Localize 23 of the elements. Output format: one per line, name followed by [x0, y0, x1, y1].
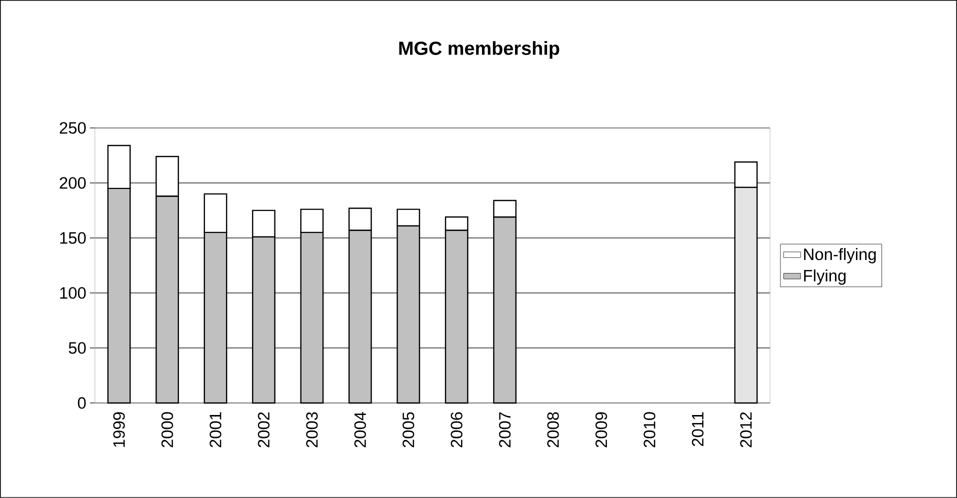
x-tick-label: 2012 [740, 412, 752, 448]
chart-title: MGC membership [399, 41, 560, 59]
x-tick-label: 2006 [450, 412, 462, 448]
y-tick-label: 50 [68, 342, 86, 354]
x-tick-label: 2005 [402, 412, 414, 448]
x-tick-label: 2001 [210, 412, 222, 448]
y-tick-label: 250 [60, 122, 86, 134]
y-tick-label: 100 [60, 287, 86, 299]
x-tick-label: 2002 [258, 412, 270, 448]
x-tick-label: 2009 [595, 412, 608, 448]
y-tick-label: 0 [78, 397, 86, 409]
x-tick-label: 2007 [499, 412, 511, 448]
legend-label: Flying [804, 269, 846, 285]
x-tick-label: 1999 [113, 412, 125, 447]
x-tick-label: 2010 [644, 412, 656, 448]
y-tick-label: 150 [60, 232, 86, 244]
x-tick-label: 2003 [306, 412, 318, 448]
legend-label: Non-flying [804, 248, 876, 264]
x-tick-label: 2000 [161, 412, 174, 448]
x-tick-label: 2008 [547, 412, 559, 448]
x-tick-label: 2004 [354, 412, 366, 448]
y-tick-label: 200 [60, 177, 86, 189]
x-tick-label: 2011 [692, 412, 704, 446]
